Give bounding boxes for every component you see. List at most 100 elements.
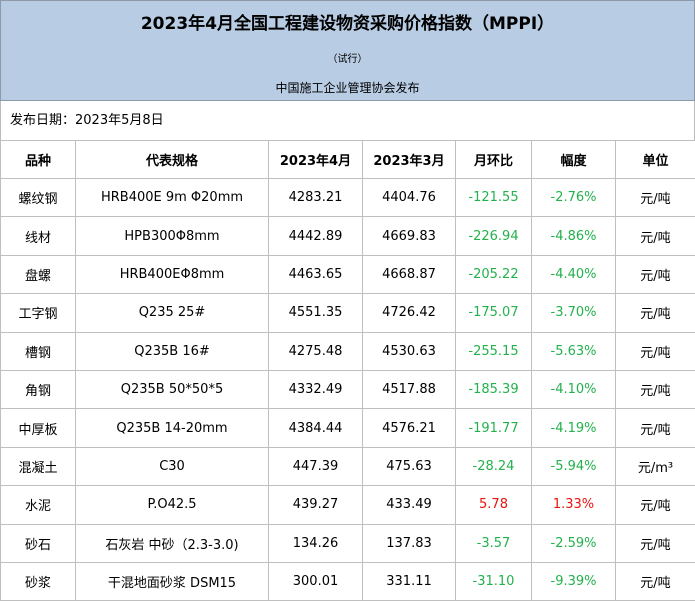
table-cell: 4404.76 — [362, 177, 456, 218]
table-cell: -9.39% — [531, 561, 616, 601]
header: 2023年4月全国工程建设物资采购价格指数（MPPI） （试行） 中国施工企业管… — [0, 0, 695, 101]
table-cell: 4576.21 — [362, 408, 456, 448]
table-cell: 元/吨 — [615, 485, 695, 525]
table-cell: 元/吨 — [615, 216, 695, 256]
table-cell: -205.22 — [455, 254, 532, 295]
table-cell: 4283.21 — [268, 177, 363, 218]
publisher: 中国施工企业管理协会发布 — [275, 81, 420, 95]
table-cell: 水泥 — [0, 485, 76, 525]
table-cell: -4.40% — [531, 254, 616, 295]
table-cell: 混凝土 — [0, 446, 76, 487]
table-cell: 槽钢 — [0, 331, 76, 371]
table-cell: 螺纹钢 — [0, 177, 76, 218]
header-row: 品种 代表规格 2023年4月 2023年3月 月环比 幅度 单位 — [0, 140, 695, 179]
table-cell: 134.26 — [268, 523, 363, 563]
table-cell: 300.01 — [268, 561, 363, 601]
table-cell: 盘螺 — [0, 254, 76, 295]
table-cell: 元/吨 — [615, 561, 695, 601]
table-cell: 4668.87 — [362, 254, 456, 295]
table-cell: -31.10 — [455, 561, 532, 601]
table-cell: HRB400E 9m Φ20mm — [75, 177, 269, 218]
column-header: 2023年4月 — [268, 140, 363, 179]
column-header: 2023年3月 — [362, 140, 456, 179]
table-cell: -28.24 — [455, 446, 532, 487]
table-cell: 元/m³ — [615, 446, 695, 487]
column-header: 月环比 — [455, 140, 532, 179]
table-cell: -175.07 — [455, 293, 532, 333]
table-row: 角钢 Q235B 50*50*5 4332.49 4517.88 -185.39 -4.1… — [0, 369, 695, 410]
table-cell: HPB300Φ8mm — [75, 216, 269, 256]
table-cell: 元/吨 — [615, 293, 695, 333]
table-cell: 中厚板 — [0, 408, 76, 448]
table-cell: -5.63% — [531, 331, 616, 371]
table-cell: 1.33% — [531, 485, 616, 525]
table-cell: 元/吨 — [615, 369, 695, 410]
table-cell: 4442.89 — [268, 216, 363, 256]
column-header: 单位 — [615, 140, 695, 179]
table-cell: 475.63 — [362, 446, 456, 487]
column-header: 品种 — [0, 140, 76, 179]
table-cell: 433.49 — [362, 485, 456, 525]
table-row: 螺纹钢 HRB400E 9m Φ20mm 4283.21 4404.76 -121.55… — [0, 177, 695, 218]
table-cell: -3.57 — [455, 523, 532, 563]
table-cell: 石灰岩 中砂（2.3-3.0) — [75, 523, 269, 563]
table-cell: Q235B 16# — [75, 331, 269, 371]
table-cell: 447.39 — [268, 446, 363, 487]
table-cell: 砂石 — [0, 523, 76, 563]
column-header: 代表规格 — [75, 140, 269, 179]
table-cell: 角钢 — [0, 369, 76, 410]
table-cell: HRB400EΦ8mm — [75, 254, 269, 295]
table-row: 水泥 P.O42.5 439.27 433.49 5.78 1.33% 元/吨 — [0, 485, 695, 525]
table-cell: 137.83 — [362, 523, 456, 563]
table-cell: 4332.49 — [268, 369, 363, 410]
table-cell: 线材 — [0, 216, 76, 256]
table-cell: 元/吨 — [615, 177, 695, 218]
table-cell: 5.78 — [455, 485, 532, 525]
table-cell: -2.76% — [531, 177, 616, 218]
table-cell: -121.55 — [455, 177, 532, 218]
table-cell: C30 — [75, 446, 269, 487]
publish-date: 发布日期：2023年5月8日 — [0, 101, 695, 140]
table-cell: -255.15 — [455, 331, 532, 371]
table-cell: 4517.88 — [362, 369, 456, 410]
table-cell: 砂浆 — [0, 561, 76, 601]
table-row: 混凝土 C30 447.39 475.63 -28.24 -5.94% 元/m³ — [0, 446, 695, 487]
table-row: 盘螺 HRB400EΦ8mm 4463.65 4668.87 -205.22 -4.40%… — [0, 254, 695, 295]
table-cell: 439.27 — [268, 485, 363, 525]
table-cell: Q235 25# — [75, 293, 269, 333]
table-row: 砂石 石灰岩 中砂（2.3-3.0) 134.26 137.83 -3.57 -2.59%… — [0, 523, 695, 563]
table-cell: 4384.44 — [268, 408, 363, 448]
column-header: 幅度 — [531, 140, 616, 179]
table-cell: 元/吨 — [615, 331, 695, 371]
table-cell: -2.59% — [531, 523, 616, 563]
table-cell: 元/吨 — [615, 523, 695, 563]
table-cell: 4551.35 — [268, 293, 363, 333]
table-cell: -4.19% — [531, 408, 616, 448]
table-row: 中厚板 Q235B 14-20mm 4384.44 4576.21 -191.77 -4.… — [0, 408, 695, 448]
table-row: 砂浆 干混地面砂浆 DSM15 300.01 331.11 -31.10 -9.39% 元/… — [0, 561, 695, 601]
table-row: 工字钢 Q235 25# 4551.35 4726.42 -175.07 -3.70% 元/… — [0, 293, 695, 333]
table-cell: -5.94% — [531, 446, 616, 487]
subtitle: （试行） — [327, 54, 368, 65]
table-cell: 工字钢 — [0, 293, 76, 333]
table-cell: 4530.63 — [362, 331, 456, 371]
table-cell: -4.86% — [531, 216, 616, 256]
price-table: 品种 代表规格 2023年4月 2023年3月 月环比 幅度 单位 螺纹钢 HRB400E 9m… — [0, 140, 695, 601]
table-cell: -191.77 — [455, 408, 532, 448]
table-cell: -4.10% — [531, 369, 616, 410]
table-cell: 4275.48 — [268, 331, 363, 371]
table-cell: -185.39 — [455, 369, 532, 410]
table-cell: 4726.42 — [362, 293, 456, 333]
table-cell: 4463.65 — [268, 254, 363, 295]
table-cell: 4669.83 — [362, 216, 456, 256]
table-row: 槽钢 Q235B 16# 4275.48 4530.63 -255.15 -5.63% 元/… — [0, 331, 695, 371]
table-cell: 干混地面砂浆 DSM15 — [75, 561, 269, 601]
table-cell: 元/吨 — [615, 254, 695, 295]
table-row: 线材 HPB300Φ8mm 4442.89 4669.83 -226.94 -4.86% 元… — [0, 216, 695, 256]
table-cell: -226.94 — [455, 216, 532, 256]
title: 2023年4月全国工程建设物资采购价格指数（MPPI） — [140, 14, 555, 34]
table-cell: 331.11 — [362, 561, 456, 601]
table-cell: Q235B 14-20mm — [75, 408, 269, 448]
table-cell: Q235B 50*50*5 — [75, 369, 269, 410]
